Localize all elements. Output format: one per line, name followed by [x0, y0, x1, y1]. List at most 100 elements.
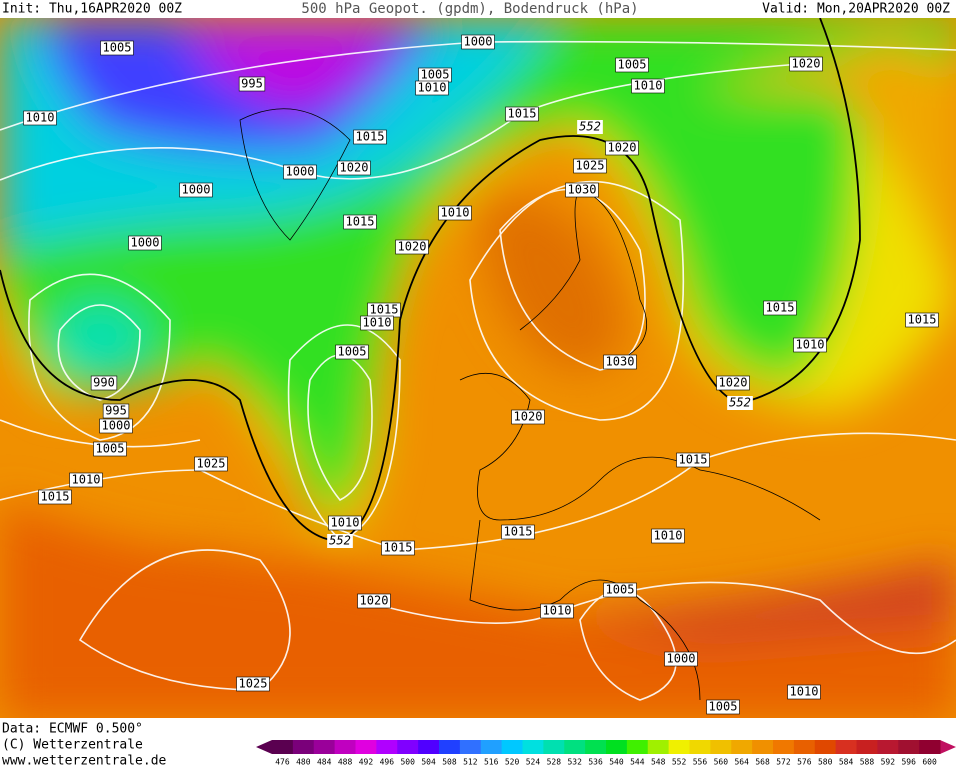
copyright: (C) Wetterzentrale: [2, 738, 143, 753]
scale-label: 572: [776, 758, 791, 767]
isobar-label-box: [360, 315, 394, 331]
scale-label: 532: [567, 758, 582, 767]
isobar-label-box: [603, 354, 637, 370]
isobar-label: 1020: [792, 57, 821, 71]
map-title: 500 hPa Geopot. (gpdm), Bodendruck (hPa): [301, 1, 638, 17]
isobar-label-box: [353, 129, 387, 145]
isobar-label-box: [415, 80, 449, 96]
isobar-label-box: [102, 403, 130, 419]
scale-label: 568: [755, 758, 770, 767]
scale-label: 524: [526, 758, 541, 767]
isobar-label: 1015: [370, 303, 399, 317]
isobar-label-box: [343, 214, 377, 230]
scale-label: 496: [380, 758, 395, 767]
scale-swatch: [793, 740, 816, 754]
isobar-label: 1015: [384, 541, 413, 555]
isobar-label-box: [505, 106, 539, 122]
scale-swatch: [439, 740, 461, 754]
isobar-label-box: [461, 34, 495, 50]
isobar-label-box: [540, 603, 574, 619]
isobar-label: 1025: [197, 457, 226, 471]
scale-swatch: [313, 740, 336, 754]
isobar-label: 1010: [26, 111, 55, 125]
scale-swatch: [626, 740, 649, 754]
isobar-label-box: [69, 472, 103, 488]
scale-label: 560: [714, 758, 729, 767]
isobar-label: 1025: [576, 159, 605, 173]
scale-label: 476: [275, 758, 290, 767]
isobar-label: 1005: [96, 442, 125, 456]
isobar-label: 1010: [331, 516, 360, 530]
height-label: 552: [579, 120, 601, 134]
init-time: Init: Thu,16APR2020 00Z: [2, 2, 182, 17]
isobar-label-box: [357, 593, 391, 609]
isobar-label: 1005: [606, 583, 635, 597]
scale-swatch: [501, 740, 523, 754]
scale-swatch: [355, 740, 377, 754]
isobar-label-box: [565, 182, 599, 198]
isobar-label-box: [501, 524, 535, 540]
scale-swatch: [606, 740, 628, 754]
isobar-label: 1010: [418, 81, 447, 95]
height-label-box: [577, 120, 603, 134]
isobar-label-box: [573, 158, 607, 174]
isobar-label: 1030: [568, 183, 597, 197]
isobar-label: 1030: [606, 355, 635, 369]
isobar-label-box: [603, 582, 637, 598]
isobar-label-box: [381, 540, 415, 556]
isobar-label: 995: [241, 77, 263, 91]
isobar-label-box: [23, 110, 57, 126]
scale-label: 564: [734, 758, 749, 767]
scale-swatch: [459, 740, 482, 754]
scale-label: 500: [400, 758, 415, 767]
height-label: 552: [329, 534, 351, 548]
scale-swatch: [773, 740, 795, 754]
isobar-label: 1015: [508, 107, 537, 121]
scale-label: 548: [651, 758, 666, 767]
scale-arrow-right: [940, 740, 956, 754]
isobar-label-box: [283, 164, 317, 180]
scale-label: 584: [839, 758, 854, 767]
scale-swatch: [480, 740, 503, 754]
isobar-label-box: [238, 76, 266, 92]
isobar-label-box: [716, 375, 750, 391]
isobar-label-box: [905, 312, 939, 328]
isobar-label-box: [787, 684, 821, 700]
isobar-label: 1010: [796, 338, 825, 352]
scale-swatch: [418, 740, 440, 754]
isobar-label: 1005: [618, 58, 647, 72]
isobar-label: 1020: [514, 410, 543, 424]
isobar-label-box: [793, 337, 827, 353]
isobar-label-box: [38, 489, 72, 505]
isobar-label-box: [706, 699, 740, 715]
scale-label: 588: [860, 758, 875, 767]
scale-label: 536: [588, 758, 603, 767]
isobar-label-box: [651, 528, 685, 544]
isobar-label: 1015: [766, 301, 795, 315]
isobar-label: 1010: [634, 79, 663, 93]
isobar-label: 1010: [543, 604, 572, 618]
isobar-label: 1015: [356, 130, 385, 144]
scale-swatch: [376, 740, 398, 754]
scale-label: 488: [338, 758, 353, 767]
scale-label: 580: [818, 758, 833, 767]
scale-swatch: [710, 740, 732, 754]
isobar-label: 1015: [908, 313, 937, 327]
scale-swatch: [752, 740, 774, 754]
scale-label: 600: [922, 758, 937, 767]
scale-label: 492: [359, 758, 374, 767]
scale-swatch: [814, 740, 837, 754]
map-field: [0, 18, 956, 718]
scale-swatch: [919, 740, 941, 754]
isobar-label: 1010: [790, 685, 819, 699]
scale-label: 508: [442, 758, 457, 767]
isobar-label-box: [328, 515, 362, 531]
isobar-label-box: [631, 78, 665, 94]
isobar-label: 1025: [239, 677, 268, 691]
isobar-label: 1000: [131, 236, 160, 250]
isobar-label: 1020: [340, 161, 369, 175]
isobar-label: 1005: [709, 700, 738, 714]
scale-label: 596: [901, 758, 916, 767]
isobar-label: 990: [93, 376, 115, 390]
scale-label: 528: [547, 758, 562, 767]
